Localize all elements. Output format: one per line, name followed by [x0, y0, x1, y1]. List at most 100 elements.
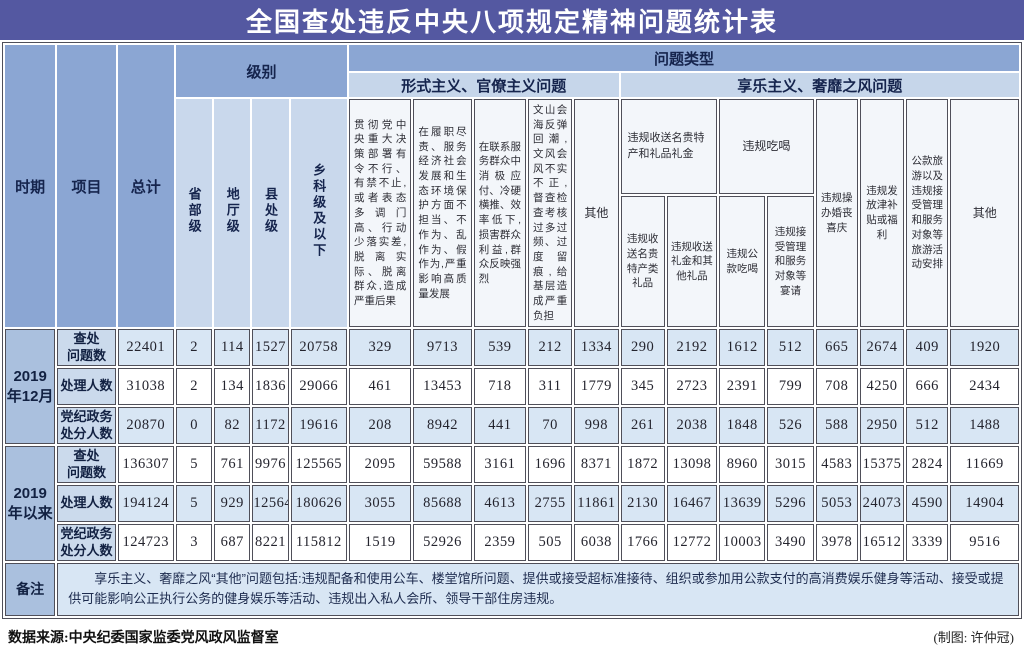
row-label: 处理人数: [57, 368, 116, 406]
header-hedonism-group: 享乐主义、奢靡之风问题: [620, 73, 1019, 97]
data-cell: 124723: [117, 524, 174, 562]
data-cell: 1488: [950, 407, 1019, 445]
header-formalism-col-3: 在联系服务群众中消极应付、冷硬横推、效率低下,损害群众利益,群众反映强烈: [473, 99, 526, 328]
table-row: 党纪政务 处分人数 124723 3 687 8221 115812 1519 …: [5, 524, 1019, 562]
header-formalism-col-2: 在履职尽责、服务经济社会发展和生态环境保护方面不担当、不作为、乱作为、假作为,严…: [413, 99, 472, 328]
data-cell: 5296: [767, 485, 814, 523]
row-label: 党纪政务 处分人数: [57, 407, 116, 445]
remark-text: 享乐主义、奢靡之风“其他”问题包括:违规配备和使用公车、楼堂馆所问题、提供或接受…: [57, 563, 1019, 616]
data-cell: 1836: [252, 368, 289, 406]
table-row: 2019 年12月 查处 问题数 22401 2 114 1527 20758 …: [5, 329, 1019, 445]
header-formalism-other: 其他: [574, 99, 619, 328]
data-cell: 539: [473, 329, 526, 367]
data-cell: 329: [348, 329, 412, 367]
data-cell: 3339: [906, 524, 949, 562]
data-cell: 345: [620, 368, 665, 406]
header-allowances: 违规发放津补贴或福利: [859, 99, 905, 328]
data-cell: 1848: [719, 407, 766, 445]
header-level-province: 省部级: [175, 99, 213, 328]
data-cell: 194124: [117, 485, 174, 523]
header-meals-banquets: 违规接受管理和服务对象等宴请: [767, 196, 814, 328]
data-cell: 261: [620, 407, 665, 445]
data-cell: 441: [473, 407, 526, 445]
header-meals-public-funds: 违规公款吃喝: [719, 196, 766, 328]
data-cell: 2434: [950, 368, 1019, 406]
header-row-sub2: 违规收送名贵特产类礼品 违规收送礼金和其他礼品 违规公款吃喝 违规接受管理和服务…: [5, 196, 1019, 328]
data-cell: 14904: [950, 485, 1019, 523]
data-cell: 666: [906, 368, 949, 406]
data-cell: 8371: [574, 446, 619, 484]
data-cell: 134: [214, 368, 251, 406]
data-cell: 1696: [528, 446, 573, 484]
title-bar: 全国查处违反中央八项规定精神问题统计表: [0, 0, 1024, 40]
data-cell: 13453: [413, 368, 472, 406]
data-cell: 3490: [767, 524, 814, 562]
remark-row: 备注 享乐主义、奢靡之风“其他”问题包括:违规配备和使用公车、楼堂馆所问题、提供…: [5, 563, 1019, 616]
data-cell: 16467: [666, 485, 718, 523]
data-cell: 13639: [719, 485, 766, 523]
data-cell: 3978: [815, 524, 858, 562]
table-row: 处理人数 194124 5 929 12564 180626 3055 8568…: [5, 485, 1019, 523]
header-period: 时期: [5, 45, 56, 328]
data-cell: 212: [528, 329, 573, 367]
data-cell: 2755: [528, 485, 573, 523]
data-cell: 1612: [719, 329, 766, 367]
data-cell: 1766: [620, 524, 665, 562]
header-level-township: 乡科级及以下: [290, 99, 347, 328]
data-cell: 1172: [252, 407, 289, 445]
header-row-top: 时期 项目 总计 级别 问题类型: [5, 45, 1019, 328]
header-formalism-col-1: 贯彻党中央重大决策部署有令不行、有禁不止,或者表态多调门高、行动少落实差,脱离实…: [348, 99, 412, 328]
data-cell: 2130: [620, 485, 665, 523]
data-cell: 9713: [413, 329, 472, 367]
data-cell: 1334: [574, 329, 619, 367]
header-problem-type-group: 问题类型: [348, 45, 1019, 71]
data-cell: 512: [767, 329, 814, 367]
data-cell: 208: [348, 407, 412, 445]
page-title: 全国查处违反中央八项规定精神问题统计表: [245, 7, 778, 37]
header-level-county: 县处级: [252, 99, 289, 328]
level-label: 省部级: [186, 186, 202, 235]
data-cell: 2723: [666, 368, 718, 406]
data-cell: 11669: [950, 446, 1019, 484]
level-label: 地厅级: [224, 186, 240, 235]
data-cell: 687: [214, 524, 251, 562]
header-weddings-funerals: 违规操办婚丧喜庆: [815, 99, 858, 328]
data-cell: 3: [175, 524, 213, 562]
data-cell: 8221: [252, 524, 289, 562]
data-cell: 125565: [290, 446, 347, 484]
data-cell: 311: [528, 368, 573, 406]
data-cell: 70: [528, 407, 573, 445]
data-cell: 5053: [815, 485, 858, 523]
data-cell: 31038: [117, 368, 174, 406]
data-cell: 718: [473, 368, 526, 406]
header-row-bands: 形式主义、官僚主义问题 享乐主义、奢靡之风问题: [5, 73, 1019, 97]
header-meals-group: 违规吃喝: [719, 99, 814, 195]
data-cell: 5: [175, 446, 213, 484]
data-cell: 9516: [950, 524, 1019, 562]
data-cell: 1527: [252, 329, 289, 367]
statistics-table: 时期 项目 总计 级别 问题类型 形式主义、官僚主义问题 享乐主义、奢靡之风问题…: [3, 43, 1021, 618]
data-cell: 2391: [719, 368, 766, 406]
data-cell: 85688: [413, 485, 472, 523]
data-cell: 4583: [815, 446, 858, 484]
data-cell: 20758: [290, 329, 347, 367]
statistics-table-container: 时期 项目 总计 级别 问题类型 形式主义、官僚主义问题 享乐主义、奢靡之风问题…: [2, 42, 1022, 619]
data-cell: 24073: [859, 485, 905, 523]
header-public-funded-travel: 公款旅游以及违规接受管理和服务对象等旅游活动安排: [906, 99, 949, 328]
data-cell: 13098: [666, 446, 718, 484]
table-row: 2019 年以来 查处 问题数 136307 5 761 9976 125565…: [5, 446, 1019, 562]
data-cell: 2: [175, 368, 213, 406]
data-cell: 9976: [252, 446, 289, 484]
header-total: 总计: [117, 45, 174, 328]
header-row-sub1: 省部级 地厅级 县处级 乡科级及以下 贯彻党中央重大决策部署有令不行、有禁不止,…: [5, 99, 1019, 328]
data-cell: 19616: [290, 407, 347, 445]
data-cell: 2950: [859, 407, 905, 445]
data-cell: 665: [815, 329, 858, 367]
header-formalism-group: 形式主义、官僚主义问题: [348, 73, 619, 97]
header-gifts-cash: 违规收送礼金和其他礼品: [666, 196, 718, 328]
row-label: 查处 问题数: [57, 446, 116, 484]
footer: 数据来源:中央纪委国家监委党风政风监督室 (制图: 许仲冠): [0, 619, 1024, 647]
data-cell: 409: [906, 329, 949, 367]
data-cell: 136307: [117, 446, 174, 484]
header-level-group: 级别: [175, 45, 347, 97]
